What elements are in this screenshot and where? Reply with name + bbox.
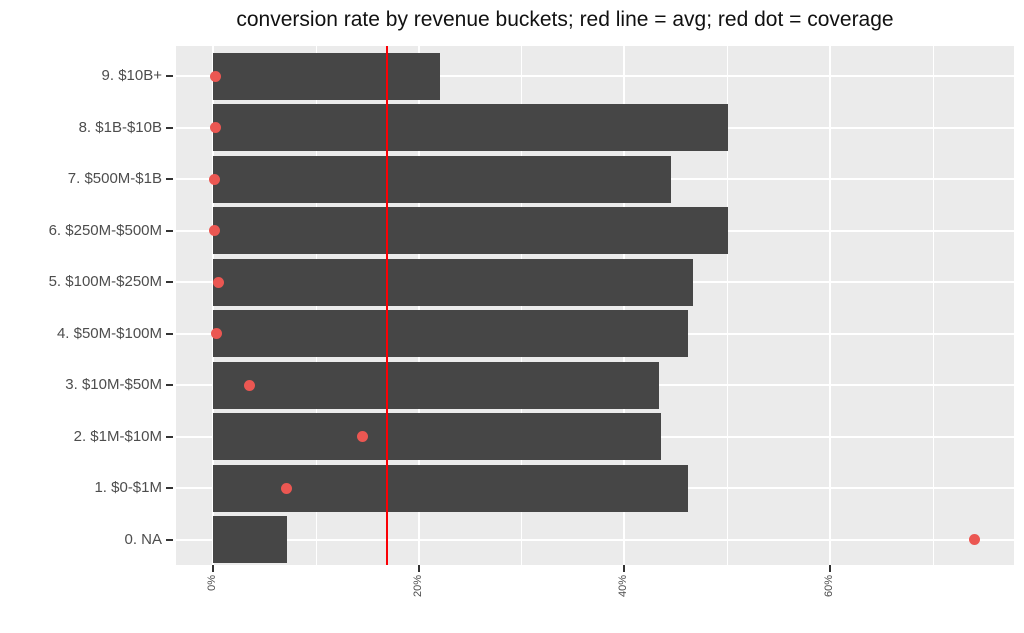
y-axis-tick-mark (166, 487, 173, 490)
plot-panel (176, 46, 1014, 565)
y-axis-tick-mark (166, 229, 173, 232)
coverage-dot (280, 482, 292, 494)
y-axis-tick-label: 4. $50M-$100M (56, 324, 162, 342)
y-axis-tick-label: 3. $10M-$50M (65, 376, 162, 394)
y-axis-tick-label: 5. $100M-$250M (48, 273, 162, 291)
bar (213, 464, 689, 512)
gridline-vertical-minor (932, 46, 934, 565)
coverage-dot (210, 328, 222, 340)
bar (213, 258, 694, 306)
y-axis-tick-label: 0. NA (124, 530, 162, 548)
y-axis-tick-mark (166, 281, 173, 284)
y-axis-tick-label: 9. $10B+ (101, 67, 162, 84)
bar (213, 52, 441, 100)
y-axis-tick-mark (166, 126, 173, 129)
x-axis-tick-label: 20% (411, 575, 424, 598)
coverage-dot (243, 379, 255, 391)
coverage-dot (208, 225, 220, 237)
bar (213, 104, 729, 152)
gridline-vertical-major (212, 46, 214, 565)
bar (213, 413, 662, 461)
coverage-dot (208, 173, 220, 185)
y-axis-tick-mark (166, 332, 173, 335)
y-axis-tick-label: 8. $1B-$10B (78, 118, 162, 136)
coverage-dot (209, 122, 221, 134)
coverage-dot (212, 276, 224, 288)
coverage-dot (969, 534, 981, 546)
x-axis-tick-mark (828, 565, 831, 572)
y-axis-tick-label: 6. $250M-$500M (48, 221, 162, 239)
y-axis-tick-label: 7. $500M-$1B (67, 170, 162, 188)
gridline-vertical-major (829, 46, 831, 565)
gridline-vertical-minor (726, 46, 728, 565)
bar (213, 516, 288, 564)
x-axis-tick-label: 0% (206, 575, 219, 591)
bar (213, 361, 660, 409)
x-axis-tick-mark (212, 565, 215, 572)
bar (213, 155, 671, 203)
y-axis-tick-label: 1. $0-$1M (94, 479, 162, 497)
bar (213, 310, 689, 358)
x-axis-tick-label: 60% (822, 575, 835, 598)
x-axis-tick-mark (623, 565, 626, 572)
coverage-dot (209, 70, 221, 82)
y-axis-tick-mark (166, 384, 173, 387)
x-axis-tick-mark (417, 565, 420, 572)
coverage-dot (356, 431, 368, 443)
avg-line (385, 46, 388, 565)
y-axis-tick-mark (166, 178, 173, 181)
gridline-horizontal (176, 75, 1014, 77)
y-axis-tick-label: 2. $1M-$10M (73, 427, 162, 445)
gridline-horizontal (176, 538, 1014, 541)
x-axis-tick-label: 40% (617, 575, 630, 598)
chart-title: conversion rate by revenue buckets; red … (236, 8, 894, 31)
y-axis-tick-mark (166, 435, 173, 438)
y-axis-tick-mark (166, 538, 173, 541)
bar (213, 207, 729, 255)
y-axis-tick-mark (166, 75, 173, 77)
